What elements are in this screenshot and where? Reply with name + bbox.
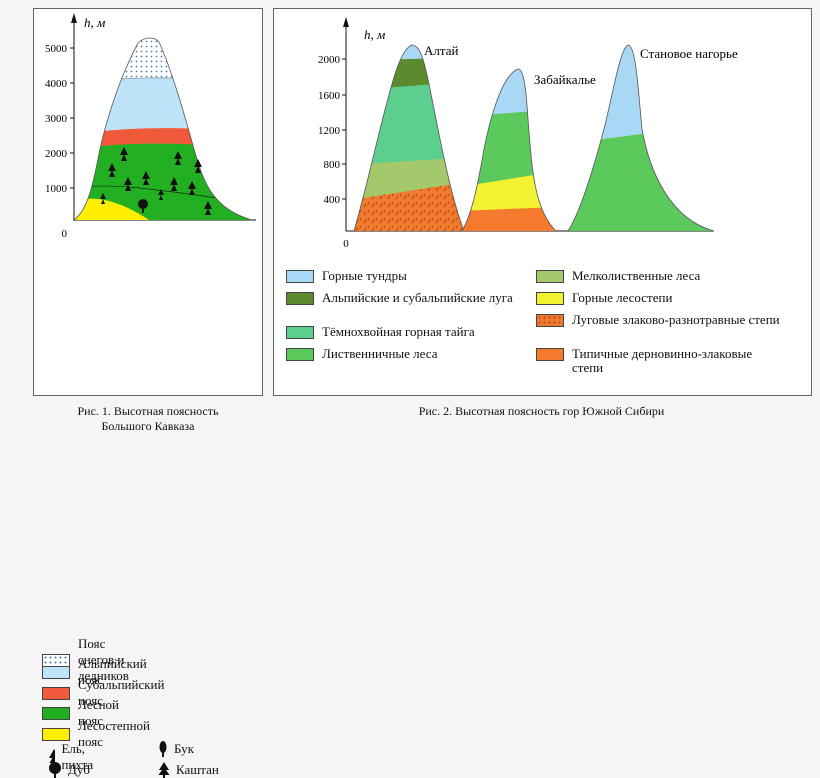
mountain-belts (74, 37, 252, 221)
tick-label-4000: 4000 (45, 78, 68, 90)
spruce-icon (194, 159, 202, 173)
forest-steppe-belt (74, 198, 149, 221)
tick-label-5000: 5000 (45, 43, 68, 55)
legend-item-oak: Дуб (48, 762, 90, 778)
origin-label: 0 (343, 238, 349, 250)
origin-label: 0 (62, 228, 68, 240)
stanovoe-outline (567, 44, 715, 232)
legend-swatch (536, 270, 564, 283)
caucasus-zonation-diagram: h, м 5000 4000 3000 2000 1000 0 (45, 13, 256, 240)
figure-2-caption: Рис. 2. Высотная поясность гор Южной Сиб… (418, 404, 665, 418)
forest-belt (74, 143, 252, 221)
chestnut-icon (204, 201, 212, 215)
spruce-icon (124, 177, 132, 191)
beech-icon (100, 193, 106, 204)
y-axis-arrow (71, 13, 77, 23)
legend-swatch (286, 292, 314, 305)
peak-label-stanovoe: Становое нагорье (640, 46, 738, 61)
legend-item-meadow-steppe: Луговые злаково-разнотравные степи (536, 313, 786, 327)
tick-label-400: 400 (324, 194, 341, 206)
y-axis-arrow (343, 17, 349, 27)
legend-label: Луговые злаково-разнотравные степи (572, 312, 780, 327)
legend-label: Бук (174, 741, 194, 756)
legend-swatch (536, 292, 564, 305)
legend-swatch (536, 348, 564, 361)
legend-item-small-leaved: Мелколиственные леса (536, 269, 700, 283)
altai-peak (354, 45, 464, 231)
legend-label: Альпийские и субальпийские луга (322, 290, 513, 305)
spruce-icon (188, 181, 196, 195)
beech-icon (159, 741, 167, 757)
legend-label: Мелколиственные леса (572, 268, 701, 283)
spruce-icon (170, 177, 178, 191)
y-axis-label: h, м (364, 27, 385, 42)
legend-swatch (42, 727, 70, 741)
legend-swatch (286, 270, 314, 283)
tick-label-3000: 3000 (45, 113, 68, 125)
legend-label: Каштан (176, 762, 219, 777)
caption-line: Большого Кавказа (101, 419, 195, 433)
figure-1-caption: Рис. 1. Высотная поясность Большого Кавк… (33, 404, 263, 434)
beech-icon (158, 189, 164, 200)
legend-item-tundra: Горные тундры (286, 269, 407, 283)
legend-item-typical-steppe: Типичные дерновинно-злаковые степи (536, 347, 786, 375)
tick-label-1000: 1000 (45, 183, 68, 195)
legend-item-dark-taiga: Тёмнохвойная горная тайга (286, 325, 475, 339)
tick-label-1600: 1600 (318, 90, 341, 102)
legend-item-meadows: Альпийские и субальпийские луга (286, 291, 526, 305)
altai-outline (353, 44, 465, 232)
y-ticks: 2000 1600 1200 800 400 (318, 54, 346, 206)
legend-item-larch: Лиственничные леса (286, 347, 437, 361)
legend-swatch (536, 314, 564, 327)
legend-label: Дуб (68, 762, 90, 777)
zabaikalye-peak (462, 69, 556, 231)
stanovoe-peak (568, 45, 714, 231)
legend-swatch (286, 326, 314, 339)
south-siberia-zonation-diagram: h, м 2000 1600 1200 800 400 0 (318, 17, 738, 250)
oak-icon (49, 762, 61, 778)
legend-label: Лиственничные леса (322, 346, 438, 361)
legend-label: Горные лесостепи (572, 290, 673, 305)
spruce-icon (174, 151, 182, 165)
mountain-outline (73, 37, 253, 221)
forest-trees (100, 147, 212, 215)
legend-swatch (286, 348, 314, 361)
tick-label-800: 800 (324, 159, 341, 171)
legend-item-beech: Бук (158, 741, 194, 757)
legend-item-chestnut: Каштан (158, 762, 219, 778)
figure-1-panel: h, м 5000 4000 3000 2000 1000 0 (33, 8, 263, 778)
spruce-icon (142, 171, 150, 185)
peak-label-zabaikalye: Забайкалье (534, 72, 596, 87)
peak-label-altai: Алтай (424, 43, 458, 58)
chestnut-icon (158, 762, 170, 778)
legend-label: Типичные дерновинно-злаковые степи (572, 346, 753, 375)
caption-line: Рис. 1. Высотная поясность (77, 404, 219, 418)
oak-icon (138, 199, 148, 209)
legend-item-forest-steppe: Горные лесостепи (536, 291, 672, 305)
figure-2-panel: h, м 2000 1600 1200 800 400 0 (273, 8, 812, 396)
zabaikalye-outline (461, 68, 557, 232)
legend-label: Тёмнохвойная горная тайга (322, 324, 475, 339)
tick-label-1200: 1200 (318, 125, 341, 137)
tick-label-2000: 2000 (318, 54, 341, 66)
y-axis-label: h, м (84, 15, 105, 30)
spruce-icon (120, 147, 128, 161)
y-ticks: 5000 4000 3000 2000 1000 (45, 43, 74, 195)
snow-belt (74, 37, 252, 84)
spruce-icon (108, 163, 116, 177)
legend-label: Горные тундры (322, 268, 407, 283)
tick-label-2000: 2000 (45, 148, 68, 160)
